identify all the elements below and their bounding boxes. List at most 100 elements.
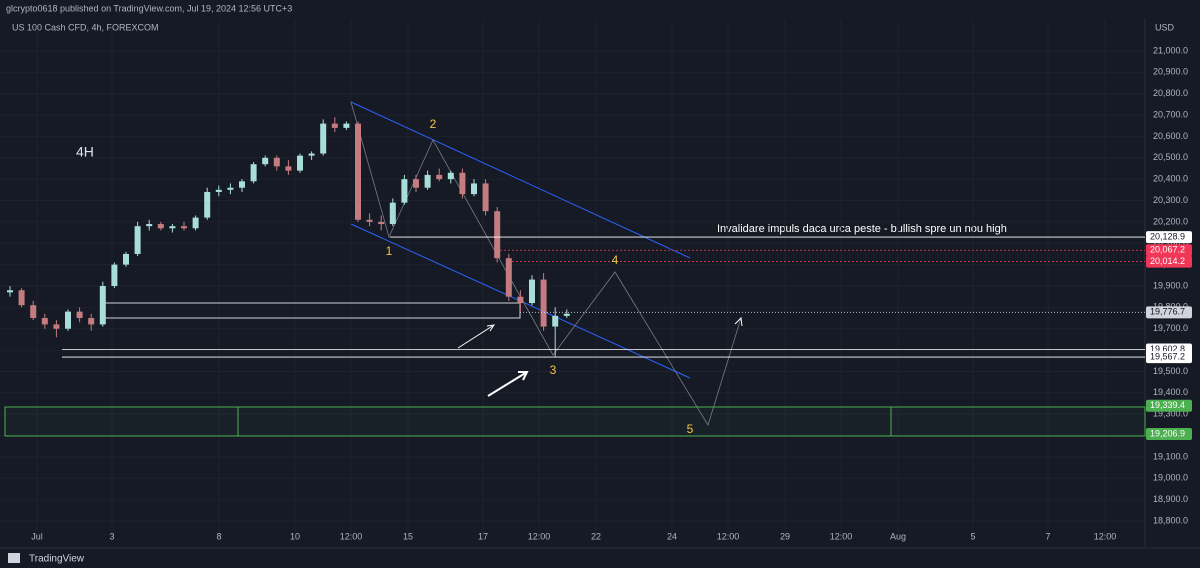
x-tick-label: 24 (667, 531, 677, 541)
candle-body (18, 290, 25, 306)
y-tick-label: 19,100.0 (1153, 451, 1188, 461)
footer: TradingView (29, 554, 85, 565)
candle-body (215, 189, 222, 192)
wave-label: 3 (550, 363, 557, 377)
x-tick-label: 22 (591, 531, 601, 541)
currency: USD (1155, 22, 1175, 32)
candle-body (424, 174, 431, 188)
candle-body (53, 324, 60, 329)
x-tick-label: 12:00 (340, 531, 363, 541)
y-tick-label: 20,900.0 (1153, 67, 1188, 77)
arrow-head (486, 324, 496, 332)
candle-body (355, 123, 361, 220)
wave-label: 2 (430, 117, 437, 131)
candle-body (76, 311, 83, 319)
candle-body (227, 187, 234, 190)
header: glcrypto0618 published on TradingView.co… (6, 3, 292, 13)
channel-line (350, 101, 691, 259)
y-tick-label: 21,000.0 (1153, 45, 1188, 55)
price-label-box (1146, 306, 1192, 319)
price-label-box (1146, 244, 1192, 257)
price-label-box (1146, 231, 1192, 244)
wave-label: 4 (612, 253, 619, 267)
arrow (487, 371, 528, 397)
price-label: 19,567.2 (1150, 351, 1185, 361)
candle-body (563, 313, 570, 316)
price-label: 19,339.4 (1150, 400, 1185, 410)
y-tick-label: 20,400.0 (1153, 174, 1188, 184)
candle-body (41, 318, 48, 325)
arrow-head (734, 316, 743, 327)
logo (8, 553, 20, 563)
candle-body (343, 123, 350, 128)
price-label: 20,014.2 (1150, 256, 1185, 266)
candle-body (273, 157, 280, 167)
price-label: 19,776.7 (1150, 307, 1185, 317)
annotation: Invalidare impuls daca urca peste - bull… (717, 223, 1007, 235)
wave-label: 1 (386, 244, 393, 258)
candle-body (540, 279, 547, 327)
x-tick-label: 17 (478, 531, 488, 541)
price-label-box (1146, 399, 1192, 412)
price-label: 19,602.8 (1150, 344, 1185, 354)
candle-body (505, 258, 512, 297)
candle-body (378, 221, 385, 225)
y-tick-label: 20,800.0 (1153, 88, 1188, 98)
timeframe-label: 4H (76, 144, 94, 160)
candle-body (146, 224, 153, 227)
x-tick-label: 12:00 (717, 531, 740, 541)
candle-body (169, 226, 176, 229)
price-label: 19,206.9 (1150, 428, 1185, 438)
y-tick-label: 20,200.0 (1153, 216, 1188, 226)
y-tick-label: 19,700.0 (1153, 323, 1188, 333)
candle-body (297, 155, 303, 171)
x-tick-label: 7 (1045, 531, 1050, 541)
y-tick-label: 19,500.0 (1153, 366, 1188, 376)
wave-path (350, 101, 742, 426)
x-tick-label: 3 (109, 531, 114, 541)
candle-body (111, 264, 118, 286)
candle-body (65, 311, 71, 329)
x-tick-label: 10 (290, 531, 300, 541)
candle-body (134, 226, 141, 254)
candle-body (366, 219, 373, 222)
candle-body (99, 285, 106, 325)
y-tick-label: 20,300.0 (1153, 195, 1188, 205)
candle-body (30, 305, 37, 319)
candle-body (239, 181, 245, 188)
candle-body (192, 217, 199, 229)
candle-body (331, 123, 338, 128)
y-tick-label: 18,900.0 (1153, 494, 1188, 504)
x-tick-label: 12:00 (528, 531, 551, 541)
candle-body (459, 172, 466, 195)
candle-body (7, 290, 13, 293)
x-tick-label: Aug (890, 531, 906, 541)
candle-body (482, 183, 489, 212)
candle-body (308, 153, 315, 156)
candle-body (250, 164, 257, 182)
x-tick-label: 12:00 (830, 531, 853, 541)
candle-body (494, 211, 501, 259)
wave-label: 5 (687, 422, 694, 436)
drawings (4, 101, 1146, 437)
price-label: 20,067.2 (1150, 245, 1185, 255)
price-label-box (1146, 428, 1192, 441)
candle-body (552, 315, 559, 327)
price-label: 20,128.9 (1150, 231, 1185, 241)
y-tick-label: 19,300.0 (1153, 409, 1188, 419)
x-tick-label: 5 (970, 531, 975, 541)
candle-body (262, 157, 269, 165)
candle-body (157, 224, 164, 229)
candle-body (285, 166, 292, 171)
candle-body (447, 172, 454, 180)
x-tick-label: 8 (216, 531, 221, 541)
candle-body (181, 226, 187, 229)
candle-body (436, 174, 443, 180)
candle-body (204, 191, 211, 218)
candle-body (413, 179, 419, 188)
arrow-head (518, 371, 529, 381)
symbol-title: US 100 Cash CFD, 4h, FOREXCOM (12, 22, 159, 32)
candle-body (88, 318, 95, 325)
